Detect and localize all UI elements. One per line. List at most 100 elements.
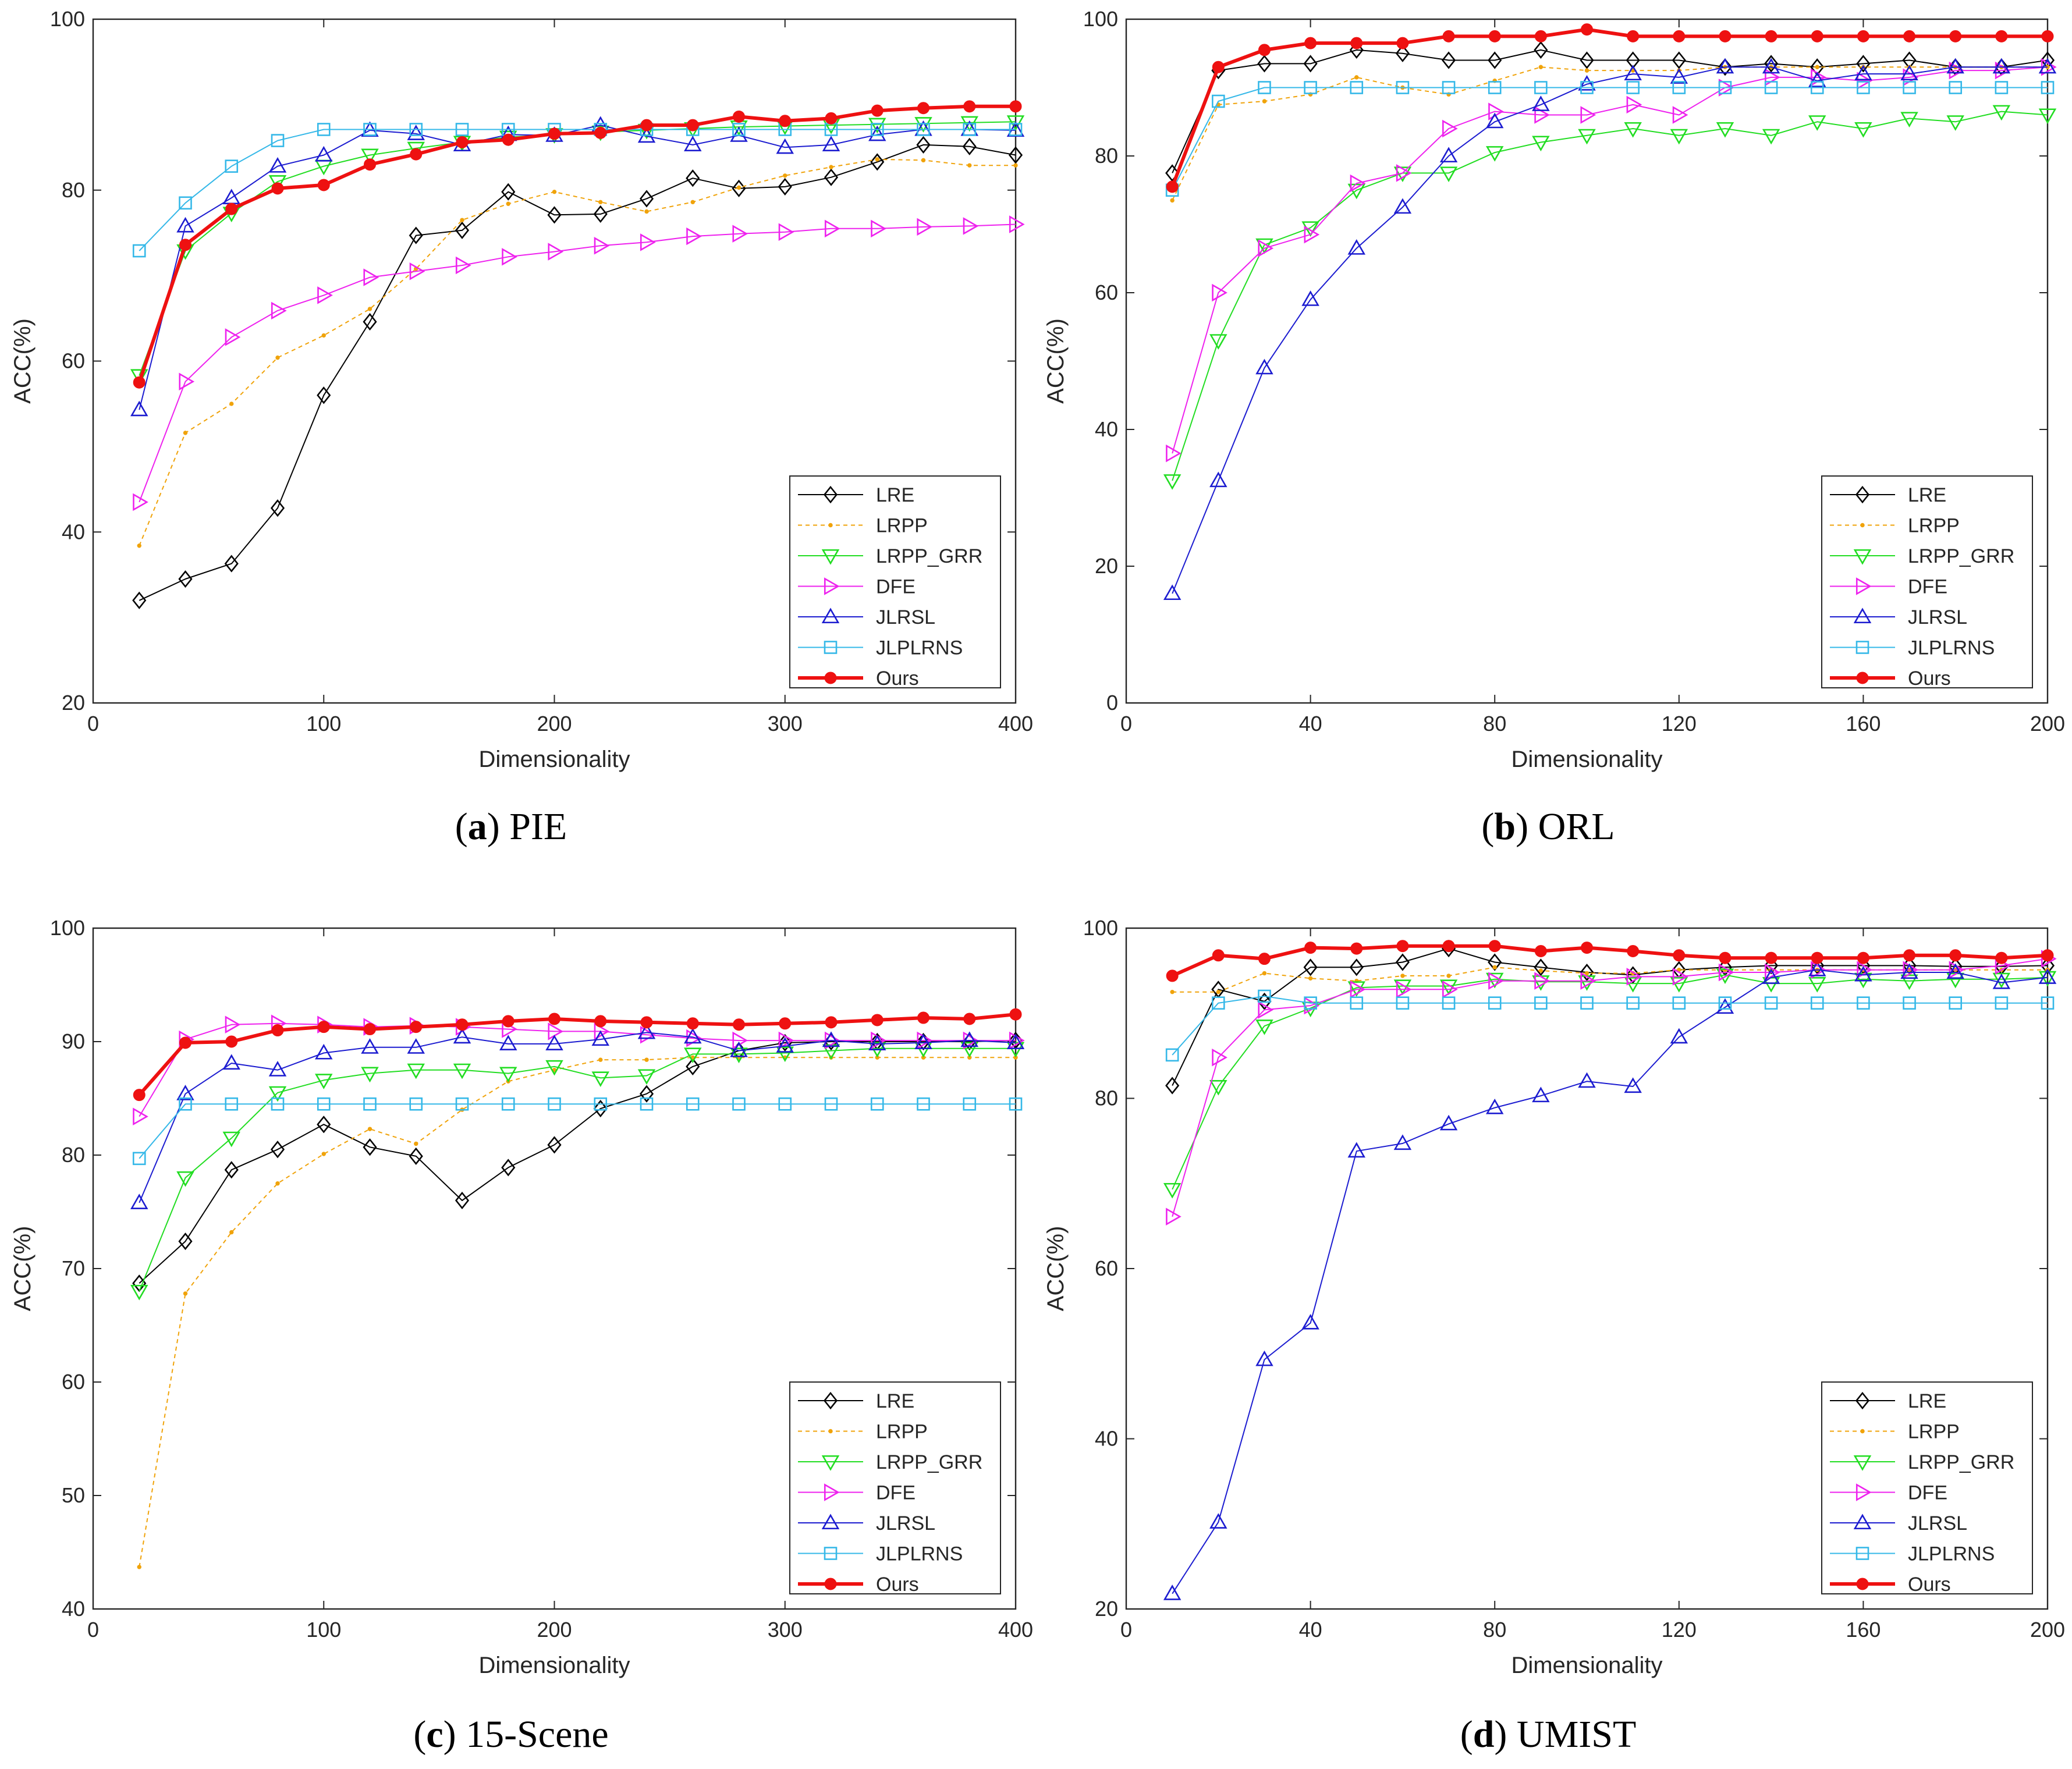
data-point-ours xyxy=(364,1023,376,1036)
data-point-jlplrns xyxy=(1949,81,1962,94)
data-point-ours xyxy=(1304,37,1317,49)
x-tick-label: 100 xyxy=(306,712,341,736)
data-point-lrpp-grr xyxy=(545,1060,563,1076)
data-point-ours xyxy=(271,182,284,195)
data-point-lre xyxy=(178,1232,193,1251)
series-line-jlrsl xyxy=(1172,66,2048,594)
data-point-dfe xyxy=(1212,1049,1227,1067)
data-point-ours xyxy=(1488,940,1501,953)
data-point-ours xyxy=(225,1035,238,1048)
data-point-ours xyxy=(410,148,423,161)
x-tick-label: 400 xyxy=(998,712,1033,736)
data-point-lre xyxy=(639,190,654,208)
legend: LRE LRPP LRPP_GRR DFE JLRSL JLPLRNS Ours xyxy=(1821,1381,2033,1596)
series-line-jlplrns xyxy=(139,129,1016,251)
data-point-lrpp-grr xyxy=(1532,136,1550,152)
series-layer xyxy=(1163,23,2057,601)
data-point-lre xyxy=(317,1116,331,1134)
data-point-jlplrns xyxy=(179,1097,192,1111)
data-point-dfe xyxy=(1765,963,1780,982)
series-layer xyxy=(1163,940,2057,1600)
data-point-lre xyxy=(1580,51,1594,69)
data-point-ours xyxy=(1350,37,1363,49)
data-point-lrpp-grr xyxy=(637,1069,656,1085)
data-point-lrpp xyxy=(1216,989,1221,994)
series-line-ours xyxy=(1170,27,2048,187)
data-point-lrpp xyxy=(736,185,741,190)
subcaption-d: (d) UMIST xyxy=(1460,1713,1637,1756)
data-point-jlrsl xyxy=(1439,1114,1458,1131)
data-point-lre xyxy=(639,1085,654,1103)
data-point-dfe xyxy=(917,218,933,236)
data-point-jlplrns xyxy=(1009,1097,1023,1111)
data-point-dfe xyxy=(1258,239,1274,257)
data-point-ours xyxy=(1350,942,1363,955)
data-point-jlrsl xyxy=(1716,998,1734,1014)
data-point-jlrsl xyxy=(407,1038,425,1054)
data-point-jlplrns xyxy=(179,196,192,210)
y-tick-label: 20 xyxy=(1095,1597,1118,1621)
x-tick-label: 80 xyxy=(1483,1618,1506,1642)
y-axis-label: ACC(%) xyxy=(1043,1226,1069,1312)
series-line-jlrsl xyxy=(139,125,1016,410)
data-point-jlrsl xyxy=(1808,72,1826,87)
data-point-lrpp-grr xyxy=(407,141,425,158)
legend-label: DFE xyxy=(1908,1482,1947,1504)
x-tick-label: 300 xyxy=(768,1618,803,1642)
x-tick-label: 40 xyxy=(1299,1618,1322,1642)
data-point-lre xyxy=(870,153,885,171)
data-point-ours xyxy=(1166,180,1179,193)
data-point-jlplrns xyxy=(317,1097,331,1111)
data-point-jlplrns xyxy=(1580,81,1594,94)
data-point-ours xyxy=(1534,944,1547,957)
data-point-lrpp-grr xyxy=(1716,968,1734,985)
data-point-lrpp xyxy=(367,307,372,311)
data-point-lrpp-grr xyxy=(1163,474,1182,490)
legend-label: JLRSL xyxy=(1908,1512,1967,1534)
data-point-jlplrns xyxy=(1580,996,1594,1010)
data-point-ours xyxy=(1442,940,1455,953)
series-line-lrpp xyxy=(139,1057,1016,1567)
y-tick-label: 60 xyxy=(1095,280,1118,304)
data-point-jlrsl xyxy=(1578,1072,1596,1088)
data-point-jlrsl xyxy=(591,1030,609,1046)
data-point-lrpp-grr xyxy=(1808,115,1826,131)
data-point-dfe xyxy=(409,262,425,280)
data-point-lre xyxy=(1488,953,1502,971)
data-point-jlrsl xyxy=(1301,290,1319,306)
data-point-lrpp xyxy=(275,355,280,360)
data-point-ours xyxy=(594,126,607,139)
data-point-ours xyxy=(1258,44,1271,56)
legend-label: LRPP_GRR xyxy=(876,545,982,567)
data-point-lre xyxy=(1165,1077,1180,1095)
data-point-jlplrns xyxy=(1764,81,1778,94)
y-tick-label: 80 xyxy=(1095,144,1118,168)
data-point-ours xyxy=(271,1024,284,1036)
data-point-lrpp-grr xyxy=(684,1047,702,1064)
data-point-lre xyxy=(1488,51,1502,69)
legend-label: LRPP xyxy=(876,515,928,537)
data-point-lre xyxy=(363,1138,377,1156)
data-point-lrpp-grr xyxy=(1716,122,1734,138)
legend-label: JLRSL xyxy=(876,606,935,628)
data-point-lre xyxy=(686,169,700,187)
data-point-ours xyxy=(456,136,469,148)
data-point-ours xyxy=(1811,30,1823,42)
legend-label: Ours xyxy=(876,1573,919,1596)
y-tick-label: 100 xyxy=(50,916,85,940)
data-point-dfe xyxy=(824,1031,840,1050)
legend-label: JLRSL xyxy=(876,1512,935,1534)
data-point-ours xyxy=(1212,949,1225,962)
data-point-lrpp xyxy=(137,544,141,548)
data-point-lre xyxy=(1718,58,1733,76)
data-point-lrpp xyxy=(275,1181,280,1186)
data-point-ours xyxy=(1166,969,1179,982)
x-axis-label: Dimensionality xyxy=(1511,1653,1662,1678)
data-point-ours xyxy=(364,158,376,171)
data-point-ours xyxy=(825,112,838,125)
data-point-ours xyxy=(1009,100,1022,113)
x-tick-label: 0 xyxy=(87,712,99,736)
data-point-lre xyxy=(455,221,470,239)
data-point-jlrsl xyxy=(730,126,748,142)
data-point-dfe xyxy=(548,243,564,261)
